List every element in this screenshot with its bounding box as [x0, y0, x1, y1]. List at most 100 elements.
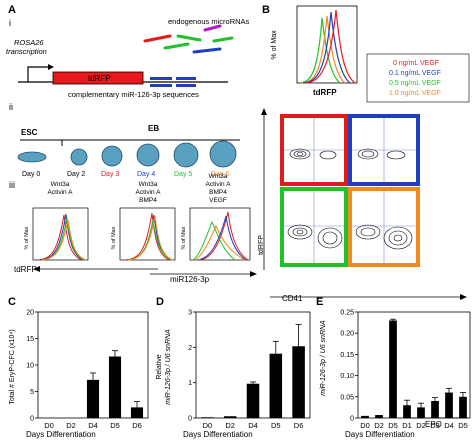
x-tick-label: D6 — [294, 421, 304, 430]
svg-text:Activin A: Activin A — [48, 189, 74, 196]
transcription-label: transcription — [6, 47, 47, 56]
tdrfp-cassette — [52, 71, 144, 85]
svg-text:% of Max: % of Max — [181, 226, 187, 249]
bar — [389, 320, 397, 418]
day2-label: Day 2 — [67, 171, 85, 178]
x-tick-label: D0 — [203, 421, 213, 430]
bar — [417, 407, 425, 418]
panel-b-letter: B — [262, 4, 270, 16]
svg-text:1.0 ng/mL VEGF: 1.0 ng/mL VEGF — [389, 90, 441, 97]
timeline-days: Day 0 Day 2 Day 3 Day 4 Day 5 Day 6 — [22, 171, 229, 178]
y-tick-label: 0 — [30, 416, 34, 423]
y-tick-label: 1 — [188, 380, 192, 387]
panel-b-xlabel: tdRFP — [313, 88, 337, 97]
svg-text:% of Max: % of Max — [111, 226, 117, 249]
svg-text:VEGF: VEGF — [209, 197, 227, 204]
svg-text:0.1 ng/mL VEGF: 0.1 ng/mL VEGF — [389, 70, 441, 77]
y-tick-label: 3 — [188, 310, 192, 317]
endogenous-microrna-label: endogenous microRNAs — [168, 17, 250, 26]
day0-label: Day 0 — [22, 171, 40, 178]
bar — [361, 415, 369, 418]
bar — [108, 356, 122, 418]
chart-d: 0 1 2 3 D0 D2 D4 D5 D6 — [188, 310, 311, 430]
x-tick-label: D0 — [44, 421, 54, 430]
panel-d-xlabel: Days Differentiation — [183, 430, 253, 439]
chart-e: 0 0.05 0.10 0.15 0.20 0.25 D0 D2 D5 D1 D2 D3 D4 D5 — [340, 310, 471, 430]
x-tick-label: D5 — [458, 421, 468, 430]
y-tick-label: 5 — [30, 389, 34, 396]
day6-label: Day 6 — [211, 171, 229, 178]
panel-a-i-label: i — [9, 18, 11, 28]
bar — [459, 396, 467, 418]
x-tick-label: D6 — [132, 421, 142, 430]
mir126-arrowhead-icon — [250, 271, 257, 277]
panel-c-letter: C — [8, 296, 16, 308]
day4-label: Day 4 — [137, 171, 155, 178]
svg-text:Activin A: Activin A — [206, 181, 232, 188]
panel-d-letter: D — [156, 296, 164, 308]
promoter-arrow-icon — [27, 66, 48, 82]
day5-label: Day 5 — [174, 171, 192, 178]
y-tick-label: 0.15 — [340, 352, 354, 359]
day3-label: Day 3 — [101, 171, 119, 178]
y-tick-label: 0 — [350, 416, 354, 423]
panel-a-ii-label: ii — [9, 102, 13, 112]
bar — [445, 392, 453, 418]
svg-text:BMP4: BMP4 — [209, 189, 227, 196]
y-tick-label: 0.25 — [340, 310, 354, 317]
endogenous-microrna-icons — [143, 24, 234, 54]
x-tick-label: D0 — [360, 421, 370, 430]
svg-text:CD41: CD41 — [282, 294, 303, 303]
epo-label: EPO — [425, 420, 442, 429]
y-tick-label: 0.10 — [340, 373, 354, 380]
bar — [403, 405, 411, 418]
x-tick-label: D4 — [248, 421, 258, 430]
x-tick-label: D4 — [88, 421, 98, 430]
y-tick-label: 15 — [26, 336, 34, 343]
y-tick-label: 0.20 — [340, 331, 354, 338]
bar — [246, 383, 260, 418]
plot-frame — [357, 311, 471, 419]
bar — [223, 416, 237, 418]
histogram-condition-3: % of Max — [181, 207, 251, 261]
eb-label: EB — [148, 124, 159, 133]
svg-text:tdRFP: tdRFP — [258, 235, 265, 255]
histogram-condition-1: % of Max — [24, 207, 89, 261]
histogram-condition-2: % of Max — [111, 207, 176, 261]
contour-plot-grid: tdRFP CD41 — [258, 108, 467, 303]
x-tick-label: D4 — [444, 421, 454, 430]
x-tick-label: D2 — [225, 421, 235, 430]
mir126-arrow-label: miR126-3p — [170, 275, 210, 284]
panel-d-ylabel2: miR-126-3p / U6 snRNA — [165, 329, 172, 405]
x-tick-label: D5 — [271, 421, 281, 430]
x-tick-label: D5 — [388, 421, 398, 430]
panel-e-ylabel: miR-126-3p / U6 snRNA — [320, 320, 327, 396]
svg-text:Wnt3a: Wnt3a — [139, 181, 158, 188]
svg-text:BMP4: BMP4 — [139, 197, 157, 204]
culture-conditions: Wnt3a Activin A Wnt3a Activin A BMP4 Wnt… — [48, 173, 232, 204]
panel-a-letter: A — [8, 4, 16, 16]
panel-c-xlabel: Days Differentiation — [26, 430, 96, 439]
bar — [86, 379, 100, 418]
x-tick-label: D2 — [66, 421, 76, 430]
chart-c: 0 5 10 15 20 D0 D2 D4 D5 D6 — [26, 310, 149, 430]
rosa26-label: ROSA26 — [14, 38, 44, 47]
y-tick-label: 2 — [188, 345, 192, 352]
panel-d-ylabel1: Relative — [156, 354, 163, 379]
y-tick-label: 0.05 — [340, 394, 354, 401]
bar — [292, 346, 305, 418]
svg-text:% of Max: % of Max — [24, 226, 30, 249]
panel-a-iii-label: iii — [9, 180, 15, 190]
svg-text:0.5 ng/mL VEGF: 0.5 ng/mL VEGF — [389, 80, 441, 87]
bar — [375, 415, 383, 418]
svg-text:% of Max: % of Max — [271, 30, 278, 60]
vegf-histogram: % of Max — [271, 5, 358, 84]
tdrfp-arrow-label: tdRFP — [14, 265, 37, 274]
x-tick-label: D3 — [430, 421, 440, 430]
svg-text:Wnt3a: Wnt3a — [209, 173, 228, 180]
tdrfp-arrowhead-icon — [33, 266, 40, 272]
mir126-target-sites — [150, 77, 196, 87]
complementary-sequences-label: complementary miR-126-3p sequences — [68, 90, 199, 99]
y-tick-label: 20 — [26, 310, 34, 317]
